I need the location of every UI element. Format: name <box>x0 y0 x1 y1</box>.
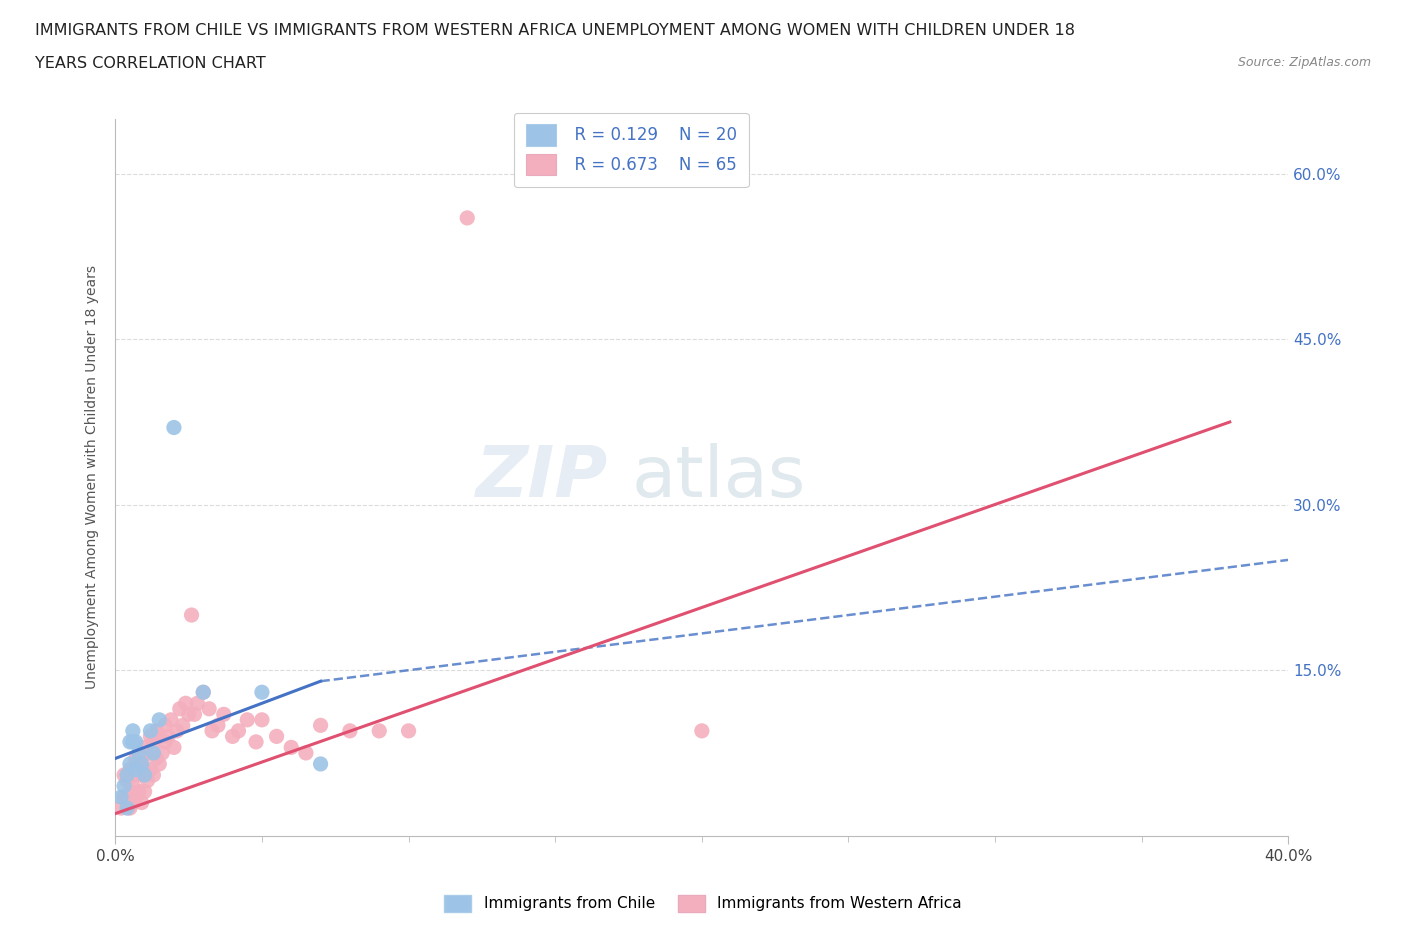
Point <box>112 778 135 793</box>
Point <box>110 790 132 804</box>
Point <box>136 773 159 788</box>
Point <box>221 729 243 744</box>
Point <box>456 210 478 225</box>
Point <box>142 767 165 782</box>
Point <box>174 696 197 711</box>
Text: ZIP: ZIP <box>475 443 607 512</box>
Point <box>115 795 138 810</box>
Point <box>128 784 150 799</box>
Point <box>134 740 156 755</box>
Text: IMMIGRANTS FROM CHILE VS IMMIGRANTS FROM WESTERN AFRICA UNEMPLOYMENT AMONG WOMEN: IMMIGRANTS FROM CHILE VS IMMIGRANTS FROM… <box>35 23 1076 38</box>
Point <box>198 701 221 716</box>
Point <box>118 735 141 750</box>
Point <box>148 712 170 727</box>
Point <box>153 718 176 733</box>
Point <box>163 740 186 755</box>
Point <box>153 735 176 750</box>
Point <box>142 746 165 761</box>
Point <box>157 729 180 744</box>
Point <box>148 756 170 771</box>
Point <box>295 746 318 761</box>
Point <box>163 420 186 435</box>
Text: YEARS CORRELATION CHART: YEARS CORRELATION CHART <box>35 56 266 71</box>
Point <box>250 712 273 727</box>
Point <box>207 718 229 733</box>
Point <box>280 740 302 755</box>
Point <box>134 784 156 799</box>
Point <box>172 718 194 733</box>
Point <box>212 707 235 722</box>
Point <box>110 801 132 816</box>
Point <box>118 756 141 771</box>
Point <box>160 712 183 727</box>
Point <box>122 724 145 738</box>
Point <box>125 767 148 782</box>
Point <box>690 724 713 738</box>
Point <box>122 735 145 750</box>
Point <box>128 756 150 771</box>
Point <box>180 607 202 622</box>
Point <box>122 778 145 793</box>
Legend: Immigrants from Chile, Immigrants from Western Africa: Immigrants from Chile, Immigrants from W… <box>437 889 969 918</box>
Point <box>228 724 250 738</box>
Point <box>131 751 153 766</box>
Point <box>186 696 208 711</box>
Point <box>183 707 205 722</box>
Point <box>125 751 148 766</box>
Legend:   R = 0.129    N = 20,   R = 0.673    N = 65: R = 0.129 N = 20, R = 0.673 N = 65 <box>515 113 749 187</box>
Point <box>309 718 332 733</box>
Point <box>309 756 332 771</box>
Point <box>122 762 145 777</box>
Point <box>136 746 159 761</box>
Point <box>134 767 156 782</box>
Point <box>118 801 141 816</box>
Point <box>131 795 153 810</box>
Text: atlas: atlas <box>631 443 806 512</box>
Point <box>245 735 267 750</box>
Point <box>339 724 361 738</box>
Point <box>125 762 148 777</box>
Point <box>177 707 200 722</box>
Point <box>139 762 162 777</box>
Point <box>118 762 141 777</box>
Point <box>115 773 138 788</box>
Point <box>131 767 153 782</box>
Point <box>139 729 162 744</box>
Point <box>145 724 167 738</box>
Point <box>142 735 165 750</box>
Point <box>112 790 135 804</box>
Point <box>145 751 167 766</box>
Point <box>250 684 273 699</box>
Text: Source: ZipAtlas.com: Source: ZipAtlas.com <box>1237 56 1371 69</box>
Point <box>125 790 148 804</box>
Point <box>193 684 215 699</box>
Point <box>125 735 148 750</box>
Y-axis label: Unemployment Among Women with Children Under 18 years: Unemployment Among Women with Children U… <box>86 265 100 689</box>
Point <box>368 724 391 738</box>
Point <box>122 795 145 810</box>
Point <box>166 724 188 738</box>
Point <box>112 767 135 782</box>
Point <box>131 756 153 771</box>
Point <box>134 762 156 777</box>
Point <box>139 724 162 738</box>
Point <box>266 729 288 744</box>
Point <box>128 746 150 761</box>
Point <box>115 801 138 816</box>
Point <box>115 767 138 782</box>
Point <box>193 684 215 699</box>
Point <box>169 701 191 716</box>
Point <box>150 746 173 761</box>
Point <box>236 712 259 727</box>
Point <box>398 724 420 738</box>
Point <box>118 784 141 799</box>
Point <box>201 724 224 738</box>
Point <box>148 729 170 744</box>
